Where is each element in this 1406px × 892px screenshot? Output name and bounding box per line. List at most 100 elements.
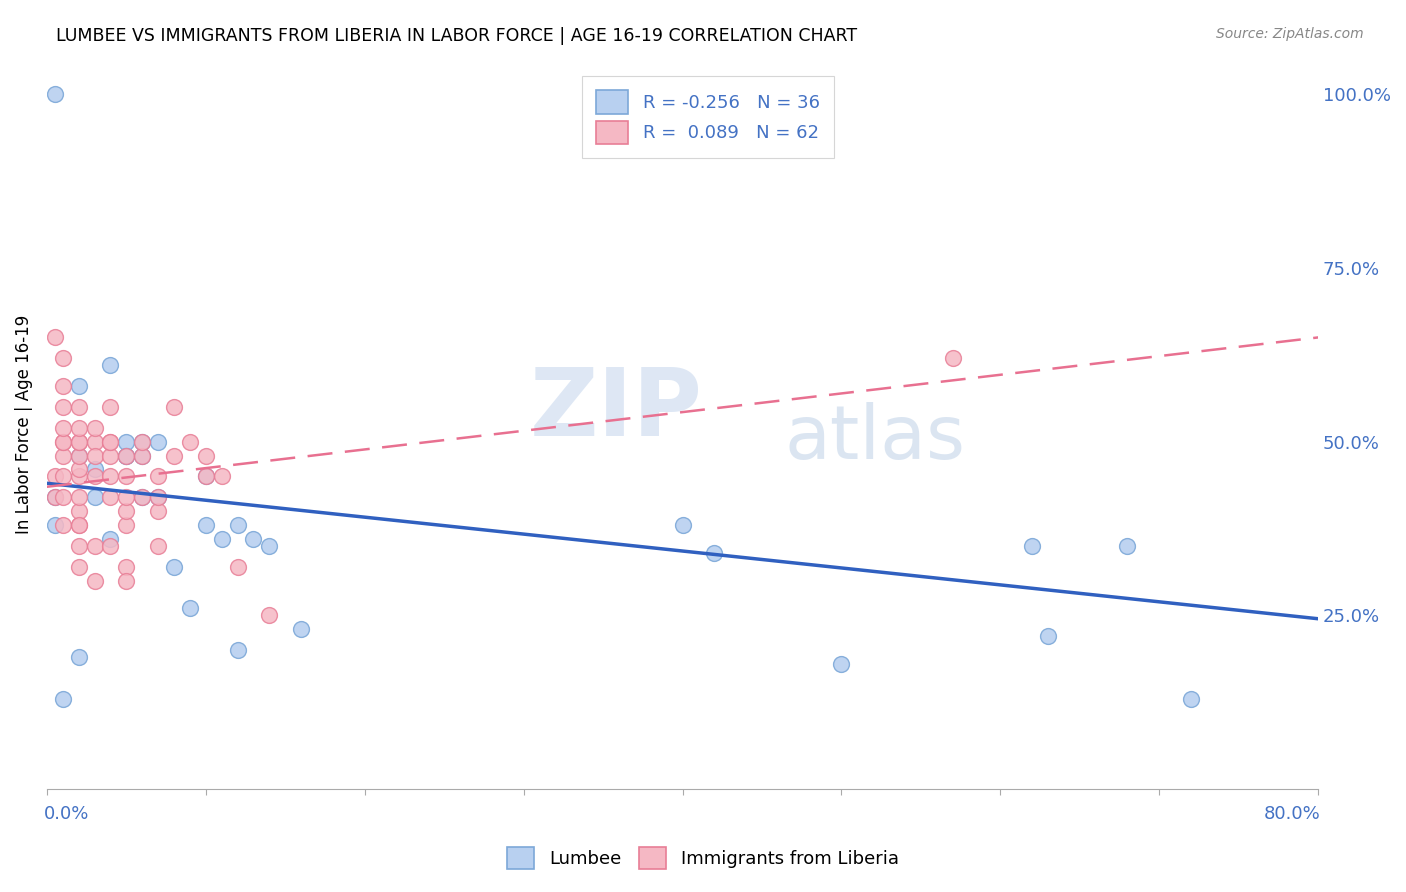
Point xyxy=(131,449,153,463)
Point xyxy=(52,379,75,393)
Point xyxy=(67,518,90,533)
Point xyxy=(115,449,138,463)
Text: 80.0%: 80.0% xyxy=(1264,805,1320,823)
Point xyxy=(67,469,90,483)
Point xyxy=(146,490,169,504)
Point xyxy=(211,469,233,483)
Point xyxy=(100,400,122,414)
Point xyxy=(146,434,169,449)
Point xyxy=(52,469,75,483)
Point xyxy=(52,351,75,366)
Point xyxy=(44,490,66,504)
Point xyxy=(194,518,217,533)
Legend: Lumbee, Immigrants from Liberia: Lumbee, Immigrants from Liberia xyxy=(498,838,908,879)
Point xyxy=(52,434,75,449)
Point xyxy=(942,351,965,366)
Point xyxy=(67,490,90,504)
Point xyxy=(163,559,186,574)
Point xyxy=(67,649,90,664)
Point xyxy=(131,449,153,463)
Point xyxy=(83,539,105,553)
Point xyxy=(67,449,90,463)
Point xyxy=(83,434,105,449)
Point xyxy=(131,490,153,504)
Y-axis label: In Labor Force | Age 16-19: In Labor Force | Age 16-19 xyxy=(15,315,32,534)
Point xyxy=(52,449,75,463)
Point xyxy=(115,490,138,504)
Text: atlas: atlas xyxy=(785,402,965,475)
Point xyxy=(67,462,90,476)
Point xyxy=(194,469,217,483)
Point xyxy=(131,434,153,449)
Point xyxy=(52,518,75,533)
Point xyxy=(115,449,138,463)
Point xyxy=(67,449,90,463)
Point xyxy=(67,434,90,449)
Point xyxy=(44,469,66,483)
Point xyxy=(52,421,75,435)
Point xyxy=(67,379,90,393)
Point xyxy=(67,400,90,414)
Point xyxy=(211,532,233,546)
Point xyxy=(226,559,249,574)
Point xyxy=(146,490,169,504)
Point xyxy=(52,490,75,504)
Point xyxy=(100,434,122,449)
Point xyxy=(146,469,169,483)
Text: 0.0%: 0.0% xyxy=(44,805,90,823)
Point xyxy=(671,518,693,533)
Point xyxy=(163,400,186,414)
Point xyxy=(100,434,122,449)
Point xyxy=(83,421,105,435)
Point xyxy=(703,546,725,560)
Point xyxy=(100,358,122,372)
Text: ZIP: ZIP xyxy=(530,364,703,456)
Point xyxy=(115,574,138,588)
Point xyxy=(44,490,66,504)
Point xyxy=(226,518,249,533)
Point xyxy=(100,490,122,504)
Point xyxy=(194,449,217,463)
Point xyxy=(52,400,75,414)
Point xyxy=(115,559,138,574)
Point xyxy=(100,469,122,483)
Point xyxy=(179,434,201,449)
Point xyxy=(1116,539,1139,553)
Point xyxy=(67,421,90,435)
Point xyxy=(67,518,90,533)
Point xyxy=(242,532,264,546)
Point xyxy=(259,608,281,623)
Point xyxy=(83,574,105,588)
Point xyxy=(146,539,169,553)
Point xyxy=(163,449,186,463)
Point xyxy=(100,449,122,463)
Point xyxy=(115,518,138,533)
Point xyxy=(100,532,122,546)
Text: LUMBEE VS IMMIGRANTS FROM LIBERIA IN LABOR FORCE | AGE 16-19 CORRELATION CHART: LUMBEE VS IMMIGRANTS FROM LIBERIA IN LAB… xyxy=(56,27,858,45)
Point xyxy=(1021,539,1043,553)
Point xyxy=(830,657,852,671)
Point xyxy=(100,539,122,553)
Point xyxy=(115,469,138,483)
Point xyxy=(44,330,66,344)
Point xyxy=(52,691,75,706)
Point xyxy=(44,87,66,102)
Legend: R = -0.256   N = 36, R =  0.089   N = 62: R = -0.256 N = 36, R = 0.089 N = 62 xyxy=(582,76,834,159)
Point xyxy=(115,449,138,463)
Point xyxy=(44,518,66,533)
Point xyxy=(115,434,138,449)
Point xyxy=(52,434,75,449)
Point xyxy=(1180,691,1202,706)
Point xyxy=(83,469,105,483)
Point xyxy=(146,504,169,518)
Point xyxy=(179,601,201,615)
Point xyxy=(83,462,105,476)
Point xyxy=(194,469,217,483)
Text: Source: ZipAtlas.com: Source: ZipAtlas.com xyxy=(1216,27,1364,41)
Point xyxy=(115,504,138,518)
Point xyxy=(67,559,90,574)
Point xyxy=(131,434,153,449)
Point xyxy=(83,490,105,504)
Point xyxy=(67,434,90,449)
Point xyxy=(226,643,249,657)
